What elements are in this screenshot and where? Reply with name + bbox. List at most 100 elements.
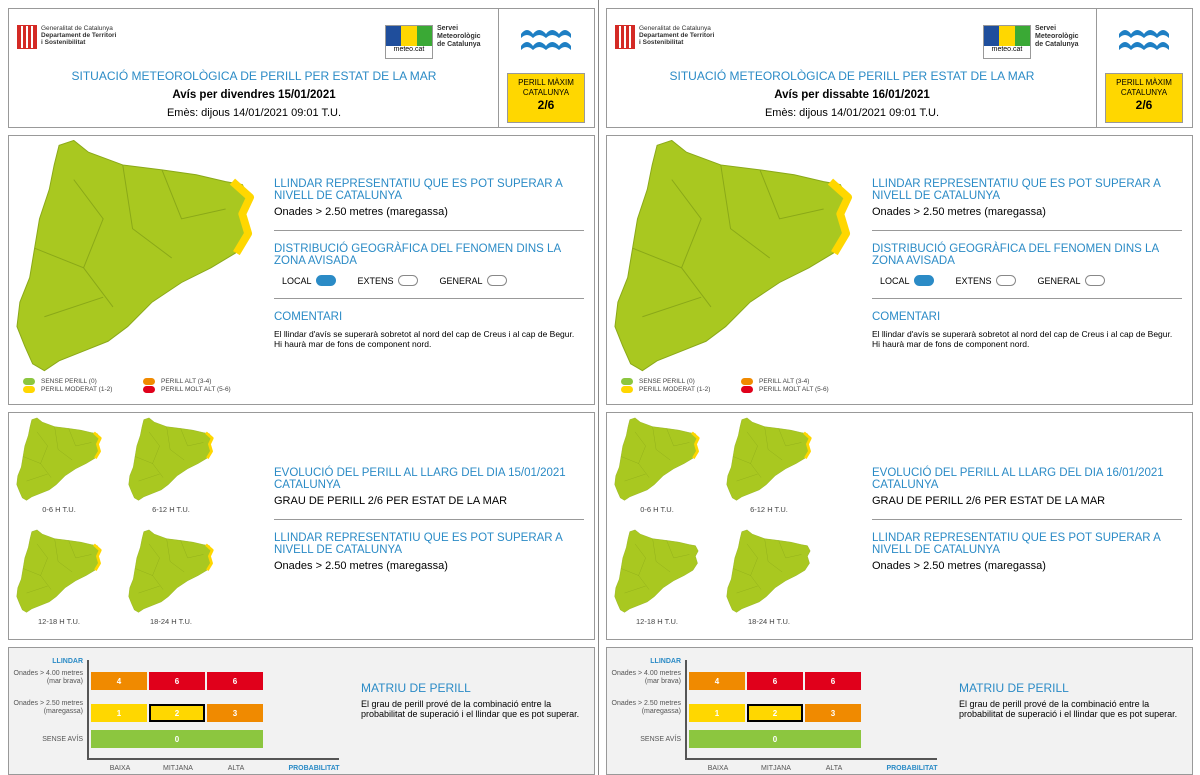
- senyera-icon: [17, 25, 37, 49]
- matrix-text: El grau de perill prové de la combinació…: [361, 699, 580, 719]
- matrix-cell: 2: [747, 704, 803, 722]
- catalonia-map: [614, 139, 853, 372]
- legend-label: PERILL MODERAT (1-2): [639, 386, 711, 393]
- comment-heading: COMENTARI: [872, 311, 941, 323]
- bulletin-title: SITUACIÓ METEOROLÒGICA DE PERILL PER EST…: [71, 69, 437, 83]
- threshold-value: Onades > 2.50 metres (maregassa): [274, 206, 448, 218]
- warning-bulletin-1: Generalitat de Catalunya Departament de T…: [8, 8, 595, 775]
- legend-label: PERILL MOLT ALT (5-6): [161, 386, 231, 393]
- evolution-heading: EVOLUCIÓ DEL PERILL AL LLARG DEL DIA 15/…: [274, 467, 566, 491]
- threshold-heading: LLINDAR REPRESENTATIU QUE ES POT SUPERAR…: [274, 532, 563, 556]
- comment-text: El llindar d'avís se superarà sobretot a…: [274, 329, 575, 349]
- divider: [872, 519, 1182, 520]
- period-label: 18-24 H T.U.: [150, 617, 192, 626]
- matrix-cell: 0: [91, 730, 263, 748]
- option-label: LOCAL: [880, 275, 910, 286]
- matrix-cell: 4: [91, 672, 147, 690]
- period-map-3: [128, 529, 214, 613]
- threshold-heading: LLINDAR REPRESENTATIU QUE ES POT SUPERAR…: [872, 178, 1161, 202]
- department-name: Departament de Territori: [41, 32, 117, 39]
- distribution-option-local: LOCAL: [282, 275, 336, 286]
- legend: SENSE PERILL (0) PERILL ALT (3-4) PERILL…: [23, 378, 263, 393]
- bulletin-title: SITUACIÓ METEOROLÒGICA DE PERILL PER EST…: [669, 69, 1035, 83]
- legend-label: PERILL ALT (3-4): [161, 378, 212, 385]
- department-name-2: i Sostenibilitat: [41, 39, 86, 46]
- matrix-y-title: LLINDAR: [650, 658, 681, 665]
- legend-swatch-green: [621, 378, 633, 385]
- matrix-cell: 1: [91, 704, 147, 722]
- generalitat-logo: Generalitat de Catalunya Departament de T…: [615, 25, 714, 49]
- legend-swatch-orange: [143, 378, 155, 385]
- period-label: 6-12 H T.U.: [750, 505, 788, 514]
- meteo-org-3: de Catalunya: [437, 41, 481, 48]
- evolution-section: 0-6 H T.U. 6-12 H T.U. 12-18 H T.U. 18-2…: [8, 412, 595, 640]
- bulletin-header: Generalitat de Catalunya Departament de T…: [606, 8, 1193, 128]
- catalonia-map: [16, 139, 255, 372]
- period-map-2: [614, 529, 699, 613]
- hazard-coast: [802, 431, 812, 459]
- divider: [872, 298, 1182, 299]
- region-label: CATALUNYA: [522, 88, 570, 97]
- matrix-heading: MATRIU DE PERILL: [959, 681, 1069, 695]
- period-map: 18-24 H T.U.: [121, 527, 221, 626]
- matrix-col-label: BAIXA: [109, 765, 131, 772]
- period-label: 0-6 H T.U.: [42, 505, 76, 514]
- matrix-cell: 6: [747, 672, 803, 690]
- threshold-heading: LLINDAR REPRESENTATIU QUE ES POT SUPERAR…: [872, 532, 1161, 556]
- matrix-col-label: MITJANA: [761, 765, 791, 772]
- legend-swatch-red: [143, 386, 155, 393]
- matrix-row-label: SENSE AVÍS: [640, 736, 681, 743]
- matrix-x-title: PROBABILITAT: [886, 765, 938, 772]
- max-level: 2/6: [1135, 98, 1153, 112]
- period-map: 18-24 H T.U.: [719, 527, 819, 626]
- region-label: CATALUNYA: [1120, 88, 1168, 97]
- danger-matrix-section: LLINDAR Onades > 4.00 metres (mar brava)…: [8, 647, 595, 775]
- distribution-options: LOCAL EXTENS GENERAL: [880, 275, 1182, 286]
- hazard-coast: [827, 178, 853, 256]
- hazard-coast: [92, 431, 102, 459]
- period-map-0: [16, 417, 102, 501]
- sea-waves-icon: [521, 30, 571, 50]
- hazard-coast: [92, 543, 102, 571]
- period-map-0: [614, 417, 700, 501]
- meteo-org-2: Meteorològic: [437, 33, 481, 40]
- distribution-heading: DISTRIBUCIÓ GEOGRÀFICA DEL FENOMEN DINS …: [872, 243, 1159, 267]
- legend-label: SENSE PERILL (0): [639, 378, 695, 385]
- issued-date: Emès: dijous 14/01/2021 09:01 T.U.: [166, 107, 342, 119]
- option-label: EXTENS: [955, 275, 992, 286]
- matrix-x-axis: [685, 758, 937, 760]
- divider: [274, 230, 584, 231]
- matrix-row-label: Onades > 2.50 metres (maregassa): [611, 700, 681, 715]
- period-label: 12-18 H T.U.: [636, 617, 678, 626]
- generalitat-logo: Generalitat de Catalunya Departament de T…: [17, 25, 116, 49]
- matrix-col-label: MITJANA: [163, 765, 193, 772]
- legend: SENSE PERILL (0) PERILL ALT (3-4) PERILL…: [621, 378, 861, 393]
- legend-label: PERILL MODERAT (1-2): [41, 386, 113, 393]
- hazard-coast: [204, 431, 214, 459]
- matrix-row-label: Onades > 2.50 metres (maregassa): [13, 700, 83, 715]
- matrix-cell: 6: [207, 672, 263, 690]
- period-map-3: [726, 529, 811, 613]
- period-map: 6-12 H T.U.: [719, 415, 819, 514]
- meteocat-logo: meteo.cat Servei Meteorològic de Catalunya: [983, 25, 1079, 59]
- option-indicator: [913, 275, 934, 286]
- max-label: PERILL MÀXIM: [518, 78, 574, 87]
- legend-swatch-yellow: [23, 386, 35, 393]
- evolution-heading: EVOLUCIÓ DEL PERILL AL LLARG DEL DIA 16/…: [872, 467, 1164, 491]
- period-label: 18-24 H T.U.: [748, 617, 790, 626]
- meteo-org-2: Meteorològic: [1035, 33, 1079, 40]
- period-map: 0-6 H T.U.: [607, 415, 707, 514]
- period-map: 12-18 H T.U.: [9, 527, 109, 626]
- legend-swatch-orange: [741, 378, 753, 385]
- matrix-cell: 3: [207, 704, 263, 722]
- threshold-value: Onades > 2.50 metres (maregassa): [872, 560, 1046, 572]
- distribution-option-extens: EXTENS: [956, 275, 1016, 286]
- legend-swatch-red: [741, 386, 753, 393]
- issued-date: Emès: dijous 14/01/2021 09:01 T.U.: [764, 107, 940, 119]
- option-indicator: [1084, 275, 1105, 286]
- max-danger-badge: PERILL MÀXIM CATALUNYA 2/6: [507, 73, 585, 123]
- warning-bulletin-2: Generalitat de Catalunya Departament de T…: [606, 8, 1193, 775]
- matrix-row-label: SENSE AVÍS: [42, 736, 83, 743]
- hazard-coast: [204, 543, 214, 571]
- option-label: EXTENS: [357, 275, 394, 286]
